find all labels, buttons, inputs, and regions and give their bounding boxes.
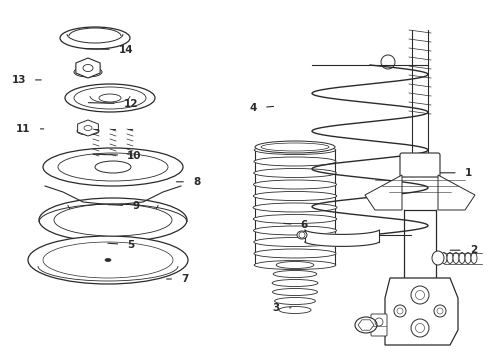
Text: 12: 12 bbox=[88, 99, 138, 109]
Ellipse shape bbox=[99, 94, 121, 102]
Ellipse shape bbox=[58, 153, 168, 181]
Ellipse shape bbox=[276, 261, 313, 269]
Ellipse shape bbox=[254, 261, 335, 270]
Ellipse shape bbox=[271, 279, 317, 287]
Polygon shape bbox=[437, 175, 474, 210]
Ellipse shape bbox=[254, 141, 334, 153]
Ellipse shape bbox=[43, 148, 183, 186]
Ellipse shape bbox=[43, 242, 173, 278]
Text: 3: 3 bbox=[272, 303, 290, 313]
Ellipse shape bbox=[452, 252, 458, 264]
Ellipse shape bbox=[84, 126, 92, 130]
Ellipse shape bbox=[278, 306, 310, 314]
Ellipse shape bbox=[359, 320, 371, 329]
Text: 13: 13 bbox=[11, 75, 41, 85]
FancyBboxPatch shape bbox=[399, 153, 439, 177]
FancyBboxPatch shape bbox=[370, 314, 386, 336]
Ellipse shape bbox=[458, 252, 464, 264]
Ellipse shape bbox=[253, 168, 336, 177]
Ellipse shape bbox=[74, 87, 146, 109]
Text: 7: 7 bbox=[166, 274, 188, 284]
Ellipse shape bbox=[272, 288, 317, 296]
Text: 6: 6 bbox=[284, 220, 307, 230]
Polygon shape bbox=[364, 175, 401, 210]
Polygon shape bbox=[76, 58, 100, 78]
Ellipse shape bbox=[65, 84, 155, 112]
Ellipse shape bbox=[77, 127, 99, 135]
Polygon shape bbox=[384, 278, 457, 345]
Polygon shape bbox=[304, 230, 379, 246]
Text: 2: 2 bbox=[449, 245, 476, 255]
Ellipse shape bbox=[253, 192, 336, 201]
Ellipse shape bbox=[39, 198, 186, 242]
Ellipse shape bbox=[274, 297, 315, 305]
Ellipse shape bbox=[261, 143, 328, 151]
Ellipse shape bbox=[253, 215, 336, 224]
Ellipse shape bbox=[253, 249, 335, 258]
Text: 11: 11 bbox=[16, 124, 43, 134]
Ellipse shape bbox=[431, 251, 443, 265]
Ellipse shape bbox=[60, 27, 130, 49]
Ellipse shape bbox=[83, 64, 93, 72]
Ellipse shape bbox=[464, 252, 470, 264]
Text: 14: 14 bbox=[85, 45, 133, 55]
Text: 1: 1 bbox=[440, 168, 471, 178]
Ellipse shape bbox=[254, 145, 335, 154]
Ellipse shape bbox=[440, 252, 446, 264]
Ellipse shape bbox=[28, 236, 187, 284]
Ellipse shape bbox=[354, 317, 376, 333]
Ellipse shape bbox=[95, 161, 131, 173]
Text: 9: 9 bbox=[108, 201, 139, 211]
Ellipse shape bbox=[296, 231, 306, 239]
Ellipse shape bbox=[54, 204, 172, 236]
Text: 10: 10 bbox=[93, 150, 142, 161]
Ellipse shape bbox=[253, 180, 336, 189]
Ellipse shape bbox=[252, 203, 336, 212]
Polygon shape bbox=[78, 120, 98, 136]
Ellipse shape bbox=[446, 252, 452, 264]
Ellipse shape bbox=[470, 252, 476, 264]
Text: 8: 8 bbox=[176, 177, 200, 187]
Ellipse shape bbox=[105, 258, 111, 261]
Ellipse shape bbox=[253, 226, 336, 235]
Text: 5: 5 bbox=[108, 240, 134, 250]
Ellipse shape bbox=[273, 270, 316, 278]
Polygon shape bbox=[357, 320, 373, 330]
Ellipse shape bbox=[253, 157, 335, 166]
Ellipse shape bbox=[253, 238, 336, 247]
Ellipse shape bbox=[74, 67, 102, 77]
Text: 4: 4 bbox=[249, 103, 273, 113]
